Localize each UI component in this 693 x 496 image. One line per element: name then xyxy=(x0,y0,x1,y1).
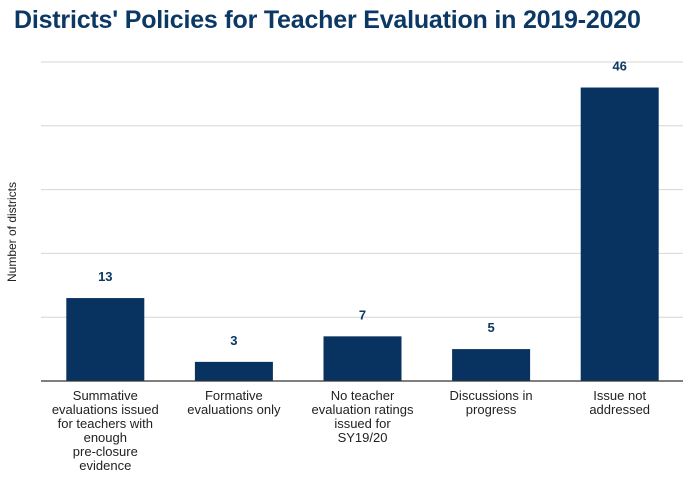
data-label: 46 xyxy=(612,59,626,74)
bar xyxy=(452,349,531,381)
chart-title: Districts' Policies for Teacher Evaluati… xyxy=(14,6,641,34)
x-tick-label: Discussions in progress xyxy=(449,388,533,417)
data-label: 5 xyxy=(487,320,494,335)
data-label: 13 xyxy=(98,269,112,284)
data-label: 3 xyxy=(230,333,237,348)
x-tick-label: No teacher evaluation ratings issued for… xyxy=(311,388,414,445)
bar xyxy=(66,298,145,381)
x-tick-label: Summative evaluations issued for teacher… xyxy=(51,388,159,473)
bar xyxy=(323,336,402,381)
x-tick-label: Formative evaluations only xyxy=(187,388,281,417)
bar xyxy=(194,361,273,381)
bar xyxy=(580,87,659,382)
data-label: 7 xyxy=(359,307,366,322)
x-tick-label: Issue not addressed xyxy=(589,388,651,417)
